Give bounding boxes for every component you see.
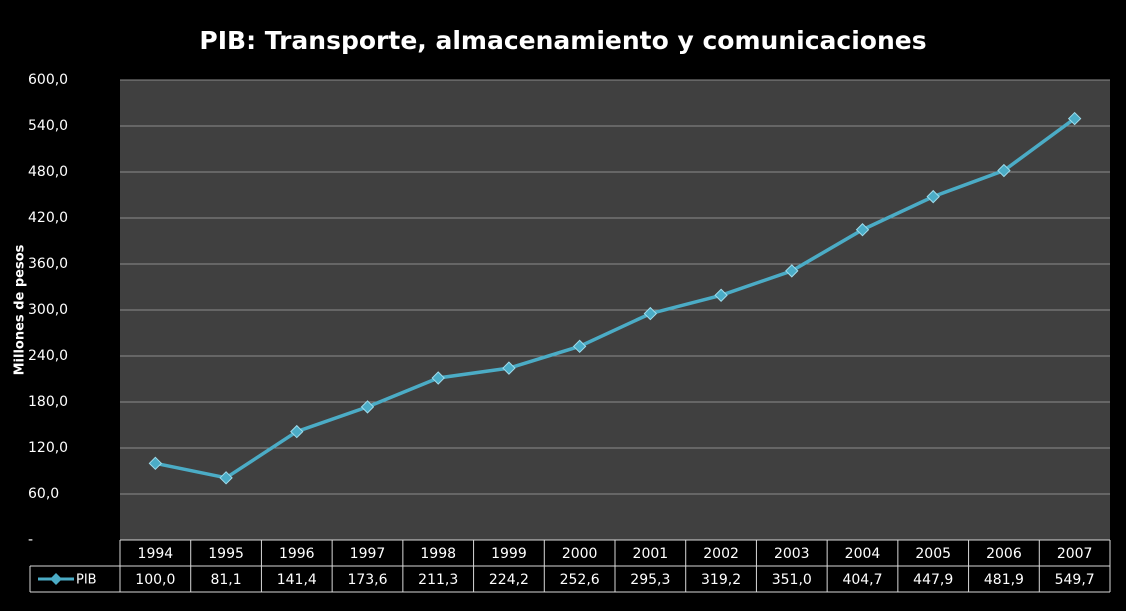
data-point [572,339,587,354]
y-tick-label: 120,0 [28,440,68,456]
x-tick-label: 2006 [986,546,1022,562]
table-value: 351,0 [772,572,812,588]
x-tick-label: 1999 [491,546,527,562]
x-tick-label: 2003 [774,546,810,562]
data-point [360,400,375,414]
table-value: 319,2 [701,572,741,588]
data-point [1067,111,1082,126]
legend-label: PIB [76,573,97,588]
y-tick-label: 180,0 [28,394,68,410]
data-point [855,223,870,237]
table-value: 404,7 [842,572,882,588]
table-value: 295,3 [630,572,670,588]
y-tick-label: 60,0 [28,486,59,502]
table-value: 252,6 [560,572,600,588]
x-tick-label: 2000 [562,546,598,562]
data-point [148,456,163,471]
table-value: 100,0 [135,572,175,588]
y-tick-label: 420,0 [28,210,68,226]
x-tick-label: 1995 [208,546,244,562]
x-tick-label: 2001 [633,546,669,562]
table-value: 173,6 [347,572,387,588]
data-point [714,288,728,302]
data-point [926,189,940,204]
y-tick-label: 300,0 [28,302,68,318]
table-value: 549,7 [1055,572,1095,588]
table-value: 141,4 [277,572,317,588]
x-tick-label: 1997 [350,546,386,562]
data-point [431,371,445,385]
table-value: 481,9 [984,572,1024,588]
legend-marker [50,573,62,585]
x-tick-label: 1996 [279,546,315,562]
x-tick-label: 2004 [845,546,881,562]
y-tick-label: 360,0 [28,256,68,272]
x-tick-label: 1994 [138,546,174,562]
data-point [643,306,658,321]
table-value: 81,1 [210,572,241,588]
x-tick-label: 2007 [1057,546,1093,562]
data-point [785,264,799,278]
y-tick-label: - [28,532,33,548]
data-point [502,361,516,375]
table-value: 224,2 [489,572,529,588]
x-tick-label: 1998 [420,546,456,562]
y-tick-label: 240,0 [28,348,68,364]
y-tick-label: 600,0 [28,72,68,88]
data-point [997,163,1011,178]
y-tick-label: 540,0 [28,118,68,134]
data-point [290,424,304,439]
chart-title: PIB: Transporte, almacenamiento y comuni… [199,26,926,55]
table-value: 211,3 [418,572,458,588]
x-tick-label: 2005 [915,546,951,562]
table-value: 447,9 [913,572,953,588]
x-tick-label: 2002 [703,546,739,562]
y-axis-label: Millones de pesos [13,244,28,375]
series-line [155,117,1076,480]
data-point [219,471,233,485]
y-tick-label: 480,0 [28,164,68,180]
